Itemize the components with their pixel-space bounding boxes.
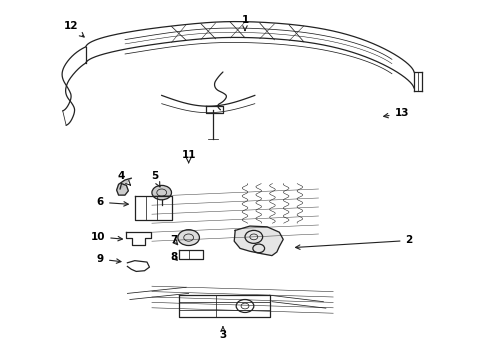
Text: 8: 8 xyxy=(171,252,177,262)
Circle shape xyxy=(178,230,199,246)
Text: 12: 12 xyxy=(64,21,84,37)
Circle shape xyxy=(152,185,172,200)
Text: 2: 2 xyxy=(295,235,413,249)
Polygon shape xyxy=(117,178,131,195)
Text: 4: 4 xyxy=(118,171,130,185)
Text: 1: 1 xyxy=(242,15,248,31)
Text: 6: 6 xyxy=(97,197,128,207)
Text: 3: 3 xyxy=(220,327,226,340)
Text: 7: 7 xyxy=(170,235,178,246)
Polygon shape xyxy=(234,226,283,256)
Text: 11: 11 xyxy=(181,150,196,163)
Text: 13: 13 xyxy=(384,108,409,118)
Text: 9: 9 xyxy=(97,254,121,264)
Text: 10: 10 xyxy=(91,232,122,242)
Text: 5: 5 xyxy=(151,171,160,187)
